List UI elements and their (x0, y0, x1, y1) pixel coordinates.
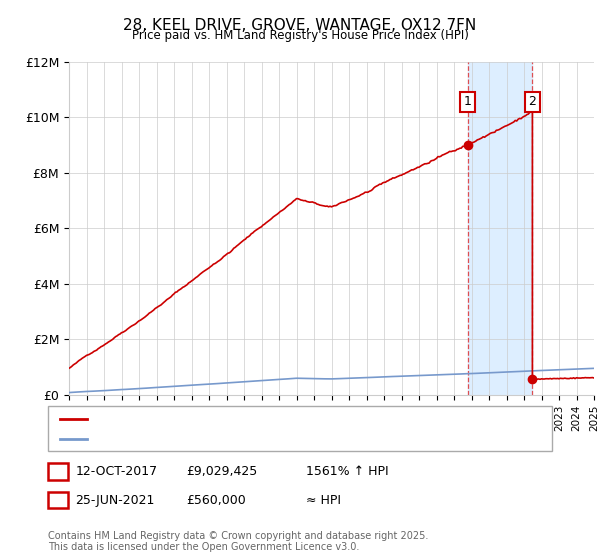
Bar (467, 62, 532, 395)
Text: Contains HM Land Registry data © Crown copyright and database right 2025.
This d: Contains HM Land Registry data © Crown c… (48, 531, 428, 553)
Text: 1561% ↑ HPI: 1561% ↑ HPI (306, 465, 389, 478)
Text: HPI: Average price, detached house, Vale of White Horse: HPI: Average price, detached house, Vale… (93, 433, 427, 446)
Text: 1: 1 (464, 95, 472, 108)
Text: ≈ HPI: ≈ HPI (306, 493, 341, 507)
Text: 25-JUN-2021: 25-JUN-2021 (76, 493, 155, 507)
Text: £9,029,425: £9,029,425 (186, 465, 257, 478)
Text: £560,000: £560,000 (186, 493, 246, 507)
Text: 2: 2 (529, 95, 536, 108)
Text: Price paid vs. HM Land Registry's House Price Index (HPI): Price paid vs. HM Land Registry's House … (131, 29, 469, 42)
Text: 28, KEEL DRIVE, GROVE, WANTAGE, OX12 7FN: 28, KEEL DRIVE, GROVE, WANTAGE, OX12 7FN (124, 18, 476, 33)
Text: 12-OCT-2017: 12-OCT-2017 (76, 465, 158, 478)
Text: 2: 2 (54, 493, 62, 507)
Text: 28, KEEL DRIVE, GROVE, WANTAGE, OX12 7FN (detached house): 28, KEEL DRIVE, GROVE, WANTAGE, OX12 7FN… (93, 412, 472, 425)
Text: 1: 1 (54, 465, 62, 478)
